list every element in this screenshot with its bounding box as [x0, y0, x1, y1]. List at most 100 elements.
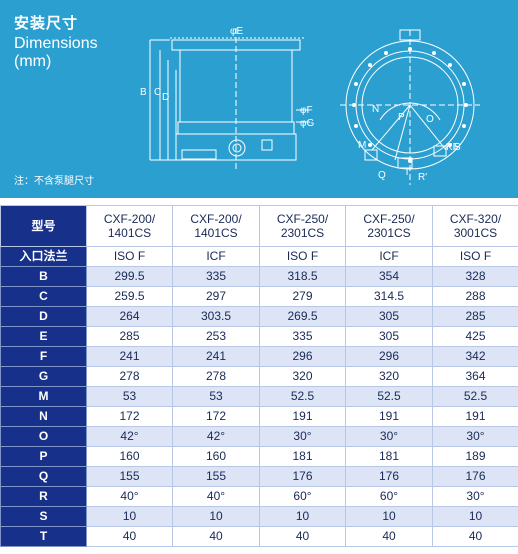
model-header-row: 型号 CXF-200/1401CS CXF-200/1401CS CXF-250… [0, 205, 518, 247]
model-header-label: 型号 [0, 205, 87, 247]
table-cell: 269.5 [259, 306, 346, 327]
table-cell: 40 [172, 526, 260, 547]
table-cell: 314.5 [345, 286, 433, 307]
label-D: D [162, 92, 169, 103]
row-label: C [0, 286, 87, 307]
table-cell: 285 [432, 306, 518, 327]
table-cell: 160 [172, 446, 260, 467]
model-header-cell: CXF-200/1401CS [172, 205, 260, 247]
table-cell: 425 [432, 326, 518, 347]
flange-cell: ISO F [259, 246, 346, 267]
table-cell: 279 [259, 286, 346, 307]
table-cell: 30° [432, 426, 518, 447]
table-cell: 176 [259, 466, 346, 487]
label-G: φG [300, 118, 314, 129]
title-english: Dimensions (mm) [14, 35, 98, 71]
table-row: S 10 10 10 10 10 [0, 506, 518, 527]
model-header-cell: CXF-200/1401CS [86, 205, 173, 247]
table-row: G 278 278 320 320 364 [0, 366, 518, 387]
table-cell: 42° [86, 426, 173, 447]
table-cell: 181 [345, 446, 433, 467]
table-row: B 299.5 335 318.5 354 328 [0, 266, 518, 287]
table-cell: 296 [259, 346, 346, 367]
table-cell: 30° [432, 486, 518, 507]
table-cell: 30° [259, 426, 346, 447]
table-cell: 40° [86, 486, 173, 507]
flange-label: 入口法兰 [0, 246, 87, 267]
table-cell: 354 [345, 266, 433, 287]
title-chinese: 安装尺寸 [14, 15, 79, 32]
table-cell: 172 [86, 406, 173, 427]
table-cell: 10 [345, 506, 433, 527]
row-label: S [0, 506, 87, 527]
dimensions-banner: φE B C D φF φG N P O M Q R' S T KF 安装尺寸 … [0, 0, 518, 198]
row-label: G [0, 366, 87, 387]
row-label: E [0, 326, 87, 347]
table-cell: 40° [172, 486, 260, 507]
table-cell: 30° [345, 426, 433, 447]
table-cell: 241 [86, 346, 173, 367]
table-cell: 285 [86, 326, 173, 347]
table-row: N 172 172 191 191 191 [0, 406, 518, 427]
table-cell: 10 [432, 506, 518, 527]
table-cell: 155 [86, 466, 173, 487]
row-label: F [0, 346, 87, 367]
table-cell: 52.5 [432, 386, 518, 407]
table-cell: 172 [172, 406, 260, 427]
table-row: T 40 40 40 40 40 [0, 526, 518, 547]
table-cell: 296 [345, 346, 433, 367]
table-cell: 160 [86, 446, 173, 467]
table-cell: 342 [432, 346, 518, 367]
note-text: 注：不含泵腿尺寸 [14, 176, 94, 187]
table-cell: 60° [345, 486, 433, 507]
label-Q: Q [378, 170, 386, 181]
table-cell: 297 [172, 286, 260, 307]
table-row: M 53 53 52.5 52.5 52.5 [0, 386, 518, 407]
table-row: E 285 253 335 305 425 [0, 326, 518, 347]
table-row: C 259.5 297 279 314.5 288 [0, 286, 518, 307]
label-F: φF [300, 105, 313, 116]
table-cell: 253 [172, 326, 260, 347]
model-header-cell: CXF-250/2301CS [345, 205, 433, 247]
label-P: P [398, 112, 405, 123]
title-english-line2: (mm) [14, 53, 52, 70]
label-KF: KF [446, 142, 459, 153]
row-label: O [0, 426, 87, 447]
row-label: P [0, 446, 87, 467]
flange-row: 入口法兰 ISO F ICF ISO F ICF ISO F [0, 246, 518, 267]
table-cell: 264 [86, 306, 173, 327]
table-cell: 288 [432, 286, 518, 307]
table-cell: 53 [86, 386, 173, 407]
label-B: B [140, 87, 147, 98]
table-row: F 241 241 296 296 342 [0, 346, 518, 367]
flange-cell: ISO F [432, 246, 518, 267]
side-view-drawing [149, 28, 310, 170]
table-cell: 176 [345, 466, 433, 487]
table-cell: 176 [432, 466, 518, 487]
label-E: φE [230, 26, 243, 37]
table-row: D 264 303.5 269.5 305 285 [0, 306, 518, 327]
table-row: Q 155 155 176 176 176 [0, 466, 518, 487]
table-cell: 42° [172, 426, 260, 447]
table-cell: 40 [345, 526, 433, 547]
model-header-cell: CXF-320/3001CS [432, 205, 518, 247]
dimensions-table: 型号 CXF-200/1401CS CXF-200/1401CS CXF-250… [0, 205, 518, 547]
table-cell: 40 [432, 526, 518, 547]
table-cell: 10 [86, 506, 173, 527]
row-label: Q [0, 466, 87, 487]
flange-cell: ICF [345, 246, 433, 267]
table-cell: 189 [432, 446, 518, 467]
label-O: O [426, 114, 434, 125]
table-cell: 52.5 [345, 386, 433, 407]
table-cell: 241 [172, 346, 260, 367]
table-cell: 259.5 [86, 286, 173, 307]
flange-cell: ISO F [86, 246, 173, 267]
table-cell: 278 [86, 366, 173, 387]
table-cell: 40 [86, 526, 173, 547]
table-cell: 318.5 [259, 266, 346, 287]
label-T: T [404, 167, 410, 178]
table-cell: 299.5 [86, 266, 173, 287]
table-cell: 305 [345, 306, 433, 327]
row-label: N [0, 406, 87, 427]
table-cell: 10 [259, 506, 346, 527]
